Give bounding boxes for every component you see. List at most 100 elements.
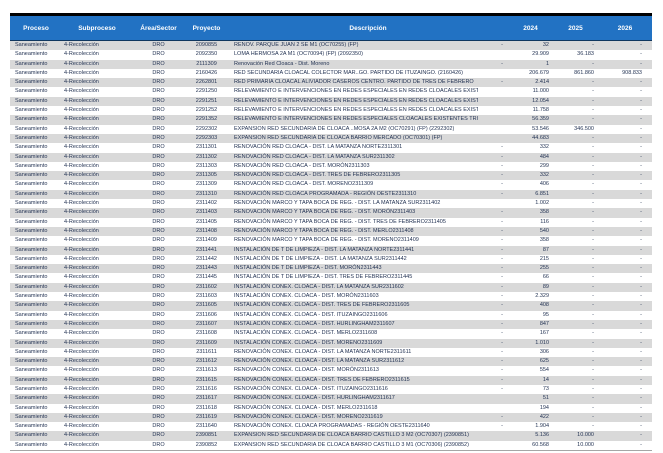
cell-pre: - (501, 293, 503, 300)
cell-proyecto: 2311409 (195, 237, 217, 244)
cell-y2024: 406 (539, 181, 549, 188)
cell-area: DRO (152, 144, 165, 151)
table-row: Saneamiento 4-Recolección DRO 2311608 INSTAL… (10, 329, 652, 339)
cell-y2025: - (592, 395, 594, 402)
cell-y2026: - (640, 79, 642, 86)
table-row: Saneamiento 4-Recolección DRO 2311403 RENOVA… (10, 208, 652, 218)
cell-proyecto: 2090855 (195, 42, 218, 48)
table-row: Saneamiento 4-Recolección DRO 2291352 RELEVA… (10, 115, 652, 125)
cell-proceso: Saneamiento (15, 320, 48, 327)
cell-area: DRO (152, 116, 165, 123)
table-row: Saneamiento 4-Recolección DRO 2262801 RED PR… (10, 78, 652, 88)
table-row: Saneamiento 4-Recolección DRO 2311609 INSTAL… (10, 338, 652, 348)
cell-subproceso: 4-Recolección (64, 302, 99, 309)
cell-y2025: - (592, 227, 594, 234)
cell-descripcion: Renovación Red Cloaca - Dist. Moreno (234, 60, 330, 67)
table-row: Saneamiento 4-Recolección DRO 2311402 RENOVA… (10, 199, 652, 209)
table-row: Saneamiento 4-Recolección DRO 2311441 INSTAL… (10, 245, 652, 255)
cell-y2024: 194 (539, 404, 549, 411)
cell-y2026: - (640, 283, 642, 290)
cell-proceso: Saneamiento (15, 348, 48, 355)
cell-pre (478, 394, 508, 403)
cell-proyecto: 2262801 (195, 79, 218, 86)
cell-proyecto: 2111309 (196, 60, 217, 67)
cell-proceso: Saneamiento (15, 283, 48, 290)
header-proceso: Proceso (10, 14, 62, 41)
cell-proyecto: 2311310 (195, 190, 217, 197)
cell-descripcion: RENOVACIÓN MARCO Y TAPA BOCA DE REG. - D… (234, 218, 446, 225)
cell-pre (478, 431, 508, 440)
cell-pre: - (501, 218, 503, 225)
cell-proceso: Saneamiento (15, 432, 48, 439)
cell-descripcion: RENOVACIÓN RED CLOACA - DIST. LA MATANZA… (234, 144, 403, 151)
cell-y2024: 29.909 (532, 51, 549, 58)
cell-y2026: 908.833 (622, 69, 642, 76)
cell-y2026: - (640, 404, 642, 411)
table-row: Saneamiento 4-Recolección DRO 2291250 RELEVA… (10, 87, 652, 97)
table-row: Saneamiento 4-Recolección DRO 2390852 EXPANS… (10, 440, 652, 451)
table-row: Saneamiento 4-Recolección DRO 2111309 Renova… (10, 59, 652, 69)
table-row: Saneamiento 4-Recolección DRO 2311405 RENOVA… (10, 217, 652, 227)
cell-area: DRO (152, 79, 165, 86)
cell-proceso: Saneamiento (15, 237, 48, 244)
cell-y2025: - (592, 311, 594, 318)
cell-y2025: - (592, 339, 594, 346)
cell-proceso: Saneamiento (15, 339, 48, 346)
cell-y2025: - (592, 60, 594, 67)
cell-proyecto: 2292303 (195, 134, 218, 141)
cell-pre: - (501, 246, 503, 253)
cell-proceso: Saneamiento (15, 42, 48, 48)
table-row: Saneamiento 4-Recolección DRO 2311615 RENOVA… (10, 375, 652, 385)
cell-proceso: Saneamiento (15, 423, 48, 430)
cell-area: DRO (152, 200, 165, 207)
cell-proyecto: 2311309 (195, 181, 217, 188)
cell-subproceso: 4-Recolección (64, 190, 99, 197)
table-row: Saneamiento 4-Recolección DRO 2092350 LOMA H… (10, 50, 652, 60)
cell-pre (478, 97, 508, 106)
cell-subproceso: 4-Recolección (64, 274, 99, 281)
cell-proceso: Saneamiento (15, 79, 48, 86)
cell-subproceso: 4-Recolección (64, 153, 99, 160)
table-row: Saneamiento 4-Recolección DRO 2291252 RELEVA… (10, 106, 652, 116)
cell-proyecto: 2311602 (195, 283, 217, 290)
table-row: Saneamiento 4-Recolección DRO 2311603 INSTAL… (10, 292, 652, 302)
cell-y2025: - (592, 144, 594, 151)
cell-descripcion: INSTALACIÓN CONEX. CLOACA - DIST. HURLIN… (234, 320, 395, 327)
cell-proceso: Saneamiento (15, 367, 48, 374)
cell-subproceso: 4-Recolección (64, 200, 99, 207)
cell-descripcion: INSTALACIÓN CONEX. CLOACA - DIST. MERLO2… (234, 330, 378, 337)
cell-y2024: 847 (539, 320, 549, 327)
cell-proyecto: 2390851 (195, 432, 218, 439)
cell-descripcion: INSTALACIÓN CONEX. CLOACA - DIST. MORÓN2… (234, 293, 379, 300)
cell-proyecto: 2311609 (195, 339, 217, 346)
cell-y2024: 53.546 (532, 125, 549, 132)
cell-area: DRO (152, 423, 165, 430)
header-proyecto: Proyecto (185, 14, 228, 41)
cell-pre: - (501, 265, 503, 272)
cell-area: DRO (152, 227, 165, 234)
cell-y2024: 51 (542, 395, 549, 402)
cell-y2025: - (592, 200, 594, 207)
cell-subproceso: 4-Recolección (64, 172, 99, 179)
cell-area: DRO (152, 367, 165, 374)
cell-descripcion: RENOVACIÓN MARCO Y TAPA BOCA DE REG. - D… (234, 209, 416, 216)
cell-pre (478, 441, 508, 451)
cell-pre: - (501, 209, 503, 216)
cell-y2024: 332 (539, 144, 549, 151)
cell-proceso: Saneamiento (15, 293, 48, 300)
cell-proceso: Saneamiento (15, 404, 48, 411)
table-row: Saneamiento 4-Recolección DRO 2311617 RENOVA… (10, 394, 652, 404)
cell-descripcion: RENOVACIÓN CONEX. CLOACA - DIST. ITUZAIN… (234, 385, 388, 392)
cell-y2024: 95 (542, 311, 549, 318)
cell-area: DRO (152, 172, 165, 179)
cell-y2024: 540 (539, 227, 549, 234)
cell-y2025: 36.183 (577, 51, 594, 58)
cell-proyecto: 2311619 (195, 413, 217, 420)
cell-y2025: - (592, 162, 594, 169)
cell-area: DRO (152, 209, 165, 216)
cell-y2026: - (640, 385, 642, 392)
cell-y2026: - (640, 200, 642, 207)
cell-y2026: - (640, 172, 642, 179)
cell-proyecto: 2311442 (195, 255, 217, 262)
cell-pre: - (501, 190, 503, 197)
